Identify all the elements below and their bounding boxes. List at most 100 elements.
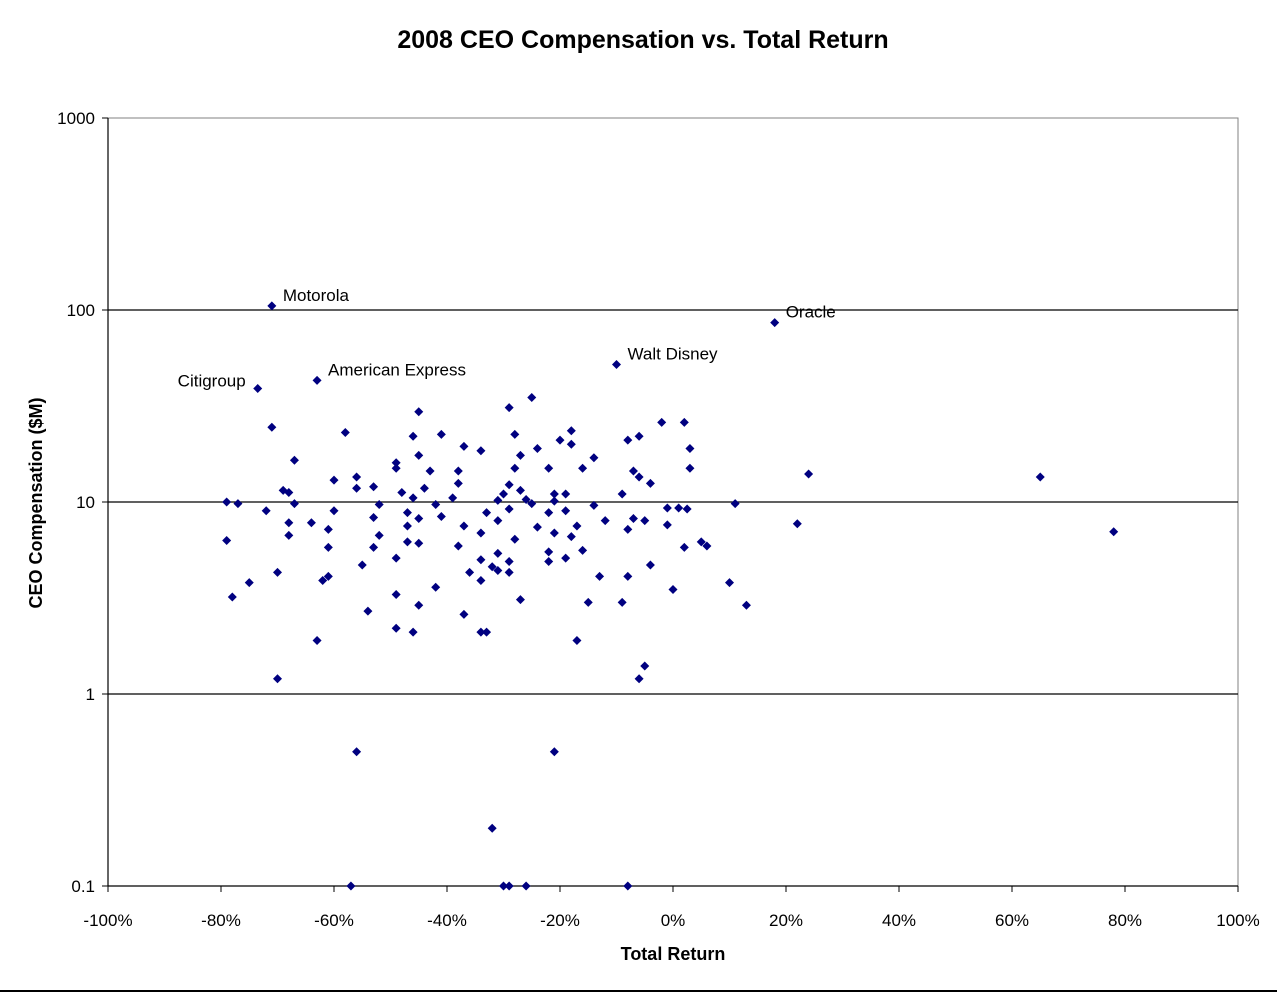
x-tick-label: 80% [1108,911,1142,930]
data-point [493,548,503,558]
data-point [448,493,458,503]
data-point [374,500,384,510]
data-point [369,482,379,492]
data-point [510,429,520,439]
data-point [682,504,692,514]
data-point [329,506,339,516]
data-point [402,508,412,518]
x-tick-label: 100% [1216,911,1259,930]
y-tick-label: 0.1 [71,877,95,896]
data-point [549,747,559,757]
data-point [634,431,644,441]
data-point [595,571,605,581]
data-point [645,560,655,570]
data-point [572,521,582,531]
data-point [284,518,294,528]
data-point [804,469,814,479]
data-point [391,553,401,563]
data-point [402,537,412,547]
data-point [544,508,554,518]
data-point [397,488,407,498]
data-point [549,489,559,499]
annotation-label: American Express [328,360,466,379]
data-point [459,521,469,531]
data-point [267,422,277,432]
data-point [222,536,232,546]
data-point [702,541,712,551]
data-point [617,597,627,607]
data-point [476,627,486,637]
data-point [487,562,497,572]
data-point [640,661,650,671]
data-point [253,384,263,394]
data-point [549,496,559,506]
data-point [657,417,667,427]
data-point [515,450,525,460]
data-point [685,463,695,473]
data-point [679,542,689,552]
data-point [532,522,542,532]
data-point [408,493,418,503]
data-point [521,495,531,505]
x-tick-label: -80% [201,911,241,930]
data-point [679,417,689,427]
data-point [340,428,350,438]
data-point [289,455,299,465]
data-point [289,499,299,509]
y-axis-ticks: 0.1 1 10 100 1000 [57,109,108,896]
data-point [1109,527,1119,537]
data-point [662,520,672,530]
data-point [521,881,531,891]
data-point [515,485,525,495]
data-point [244,578,254,588]
data-point [476,446,486,456]
data-point [459,441,469,451]
data-point [510,463,520,473]
data-point [634,472,644,482]
annotation-label: Citigroup [178,372,246,391]
data-point [544,556,554,566]
data-point [284,488,294,498]
data-point [662,503,672,513]
data-point [431,500,441,510]
x-axis-title: Total Return [621,944,726,964]
x-tick-label: 40% [882,911,916,930]
data-point [623,881,633,891]
data-point [261,506,271,516]
data-point [504,556,514,566]
data-point [273,567,282,577]
data-point [482,508,492,518]
chart-title: 2008 CEO Compensation vs. Total Return [397,26,888,54]
data-point [369,542,379,552]
data-point [284,530,294,540]
data-point [493,495,503,505]
y-axis-title: CEO Compensation ($M) [26,397,46,608]
data-point [391,589,401,599]
data-point [510,534,520,544]
data-point [431,582,441,592]
data-point [566,439,576,449]
data-point [674,503,684,513]
data-point [499,881,508,891]
data-point [363,606,373,616]
x-tick-label: -60% [314,911,354,930]
data-point [685,443,695,453]
data-point [323,542,333,552]
data-point [645,478,655,488]
data-point [352,483,362,493]
data-point [566,426,576,436]
data-point [504,403,514,413]
data-point [623,435,633,445]
data-point [628,514,638,524]
data-point [414,407,424,417]
data-point [374,530,384,540]
y-tick-label: 10 [76,493,95,512]
data-point [459,609,469,619]
data-point [623,571,633,581]
data-point [476,576,486,586]
data-point [741,600,751,610]
data-point [555,435,565,445]
data-point [561,506,571,516]
data-point [725,578,734,588]
data-point [414,514,424,524]
